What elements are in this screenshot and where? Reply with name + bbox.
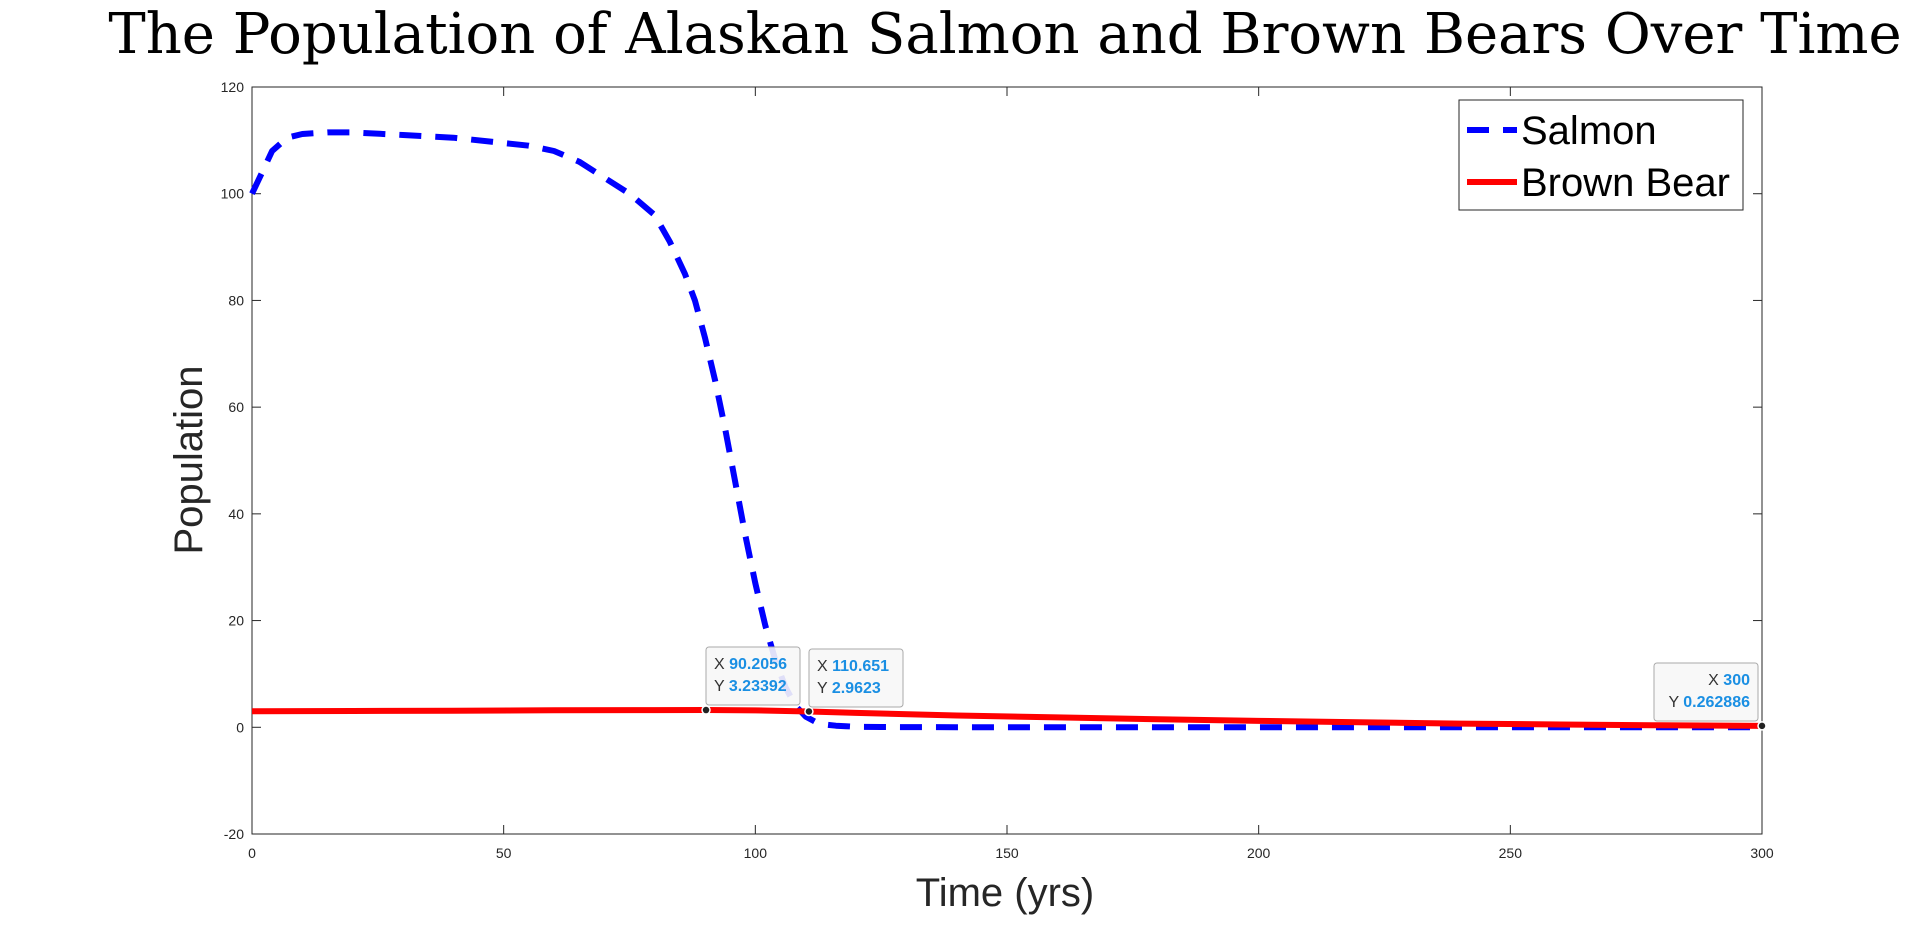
series-lines: [249, 129, 1763, 731]
x-tick-label: 150: [995, 845, 1019, 861]
datatip-y-label: Y: [1668, 694, 1683, 711]
datatip-y-value: 0.262886: [1683, 694, 1750, 711]
series-line-brown-bear: [251, 707, 1763, 729]
y-axis-label: Population: [167, 365, 211, 554]
series-line-salmon: [249, 129, 1762, 731]
datatip-y: Y 3.23392: [714, 678, 787, 695]
chart-title: The Population of Alaskan Salmon and Bro…: [108, 2, 1901, 67]
datatip-marker: [1757, 721, 1767, 731]
datatip-y: Y 2.9623: [817, 680, 881, 697]
legend-label: Salmon: [1521, 109, 1657, 153]
datatip-y-value: 2.9623: [832, 680, 881, 697]
datatip-box: [705, 646, 801, 706]
datatip-x-value: 300: [1723, 672, 1750, 689]
datatip-y-label: Y: [714, 678, 729, 695]
x-tick-label: 50: [496, 845, 512, 861]
datatip-box: [1653, 662, 1759, 722]
datatip-y: Y 0.262886: [1668, 694, 1750, 711]
y-tick-label: 0: [236, 719, 244, 735]
datatip-x-value: 110.651: [832, 658, 889, 675]
x-tick-label: 100: [744, 845, 768, 861]
y-tick-label: 80: [228, 292, 244, 308]
datatip-x-label: X: [1708, 672, 1723, 689]
y-tick-label: 120: [221, 79, 245, 95]
datatip-x-label: X: [817, 658, 832, 675]
y-tick-label: 20: [228, 613, 244, 629]
datatip-y-label: Y: [817, 680, 832, 697]
x-tick-label: 200: [1247, 845, 1271, 861]
x-axis-label: Time (yrs): [916, 871, 1094, 915]
datatip-x: X 110.651: [817, 658, 889, 675]
legend-label: Brown Bear: [1521, 161, 1730, 205]
datatip-x: X 300: [1708, 672, 1750, 689]
x-tick-label: 0: [248, 845, 256, 861]
datatip-y-value: 3.23392: [729, 678, 787, 695]
datatip-x-label: X: [714, 656, 729, 673]
x-tick-label: 250: [1499, 845, 1523, 861]
y-tick-label: -20: [224, 826, 244, 842]
y-tick-label: 100: [221, 186, 245, 202]
datatip-x: X 90.2056: [714, 656, 787, 673]
datatip-marker: [701, 705, 711, 715]
datatip[interactable]: X 300 Y 0.262886: [1653, 662, 1767, 731]
datatip-marker: [804, 706, 814, 717]
legend-box: [1458, 99, 1744, 211]
legend: Salmon Brown Bear: [1458, 99, 1744, 211]
y-tick-label: 40: [228, 506, 244, 522]
y-tick-label: 60: [228, 399, 244, 415]
datatip-x-value: 90.2056: [729, 656, 787, 673]
datatip-box: [808, 648, 904, 708]
x-tick-label: 300: [1750, 845, 1774, 861]
